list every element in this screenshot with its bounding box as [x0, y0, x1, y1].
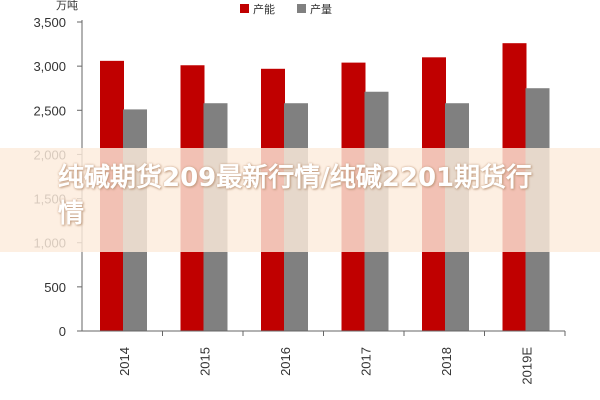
overlay-title: 纯碱期货209最新行情/纯碱2201期货行情 [58, 163, 533, 229]
x-tick-label: 2016 [278, 347, 293, 376]
x-tick-label: 2014 [117, 347, 132, 376]
x-tick-label: 2019E [520, 347, 535, 385]
x-tick-label: 2018 [439, 347, 454, 376]
x-axis: 2014 2015 2016 2017 2018 2019E [82, 330, 566, 385]
legend: 产能 产量 [240, 2, 332, 16]
legend-swatch [240, 4, 249, 13]
x-tick-label: 2015 [198, 347, 213, 376]
legend-swatch [297, 4, 306, 13]
y-tick-label: 500 [44, 280, 66, 295]
legend-label: 产能 [253, 2, 275, 16]
legend-label: 产量 [310, 2, 332, 16]
y-tick-label: 2,500 [33, 103, 66, 118]
x-tick-label: 2017 [359, 347, 374, 376]
y-tick-label: 3,500 [33, 15, 66, 30]
y-axis-unit-label: 万吨 [56, 0, 78, 12]
y-tick-label: 0 [59, 324, 66, 339]
y-tick-label: 3,000 [33, 59, 66, 74]
overlay-banner [0, 148, 600, 252]
